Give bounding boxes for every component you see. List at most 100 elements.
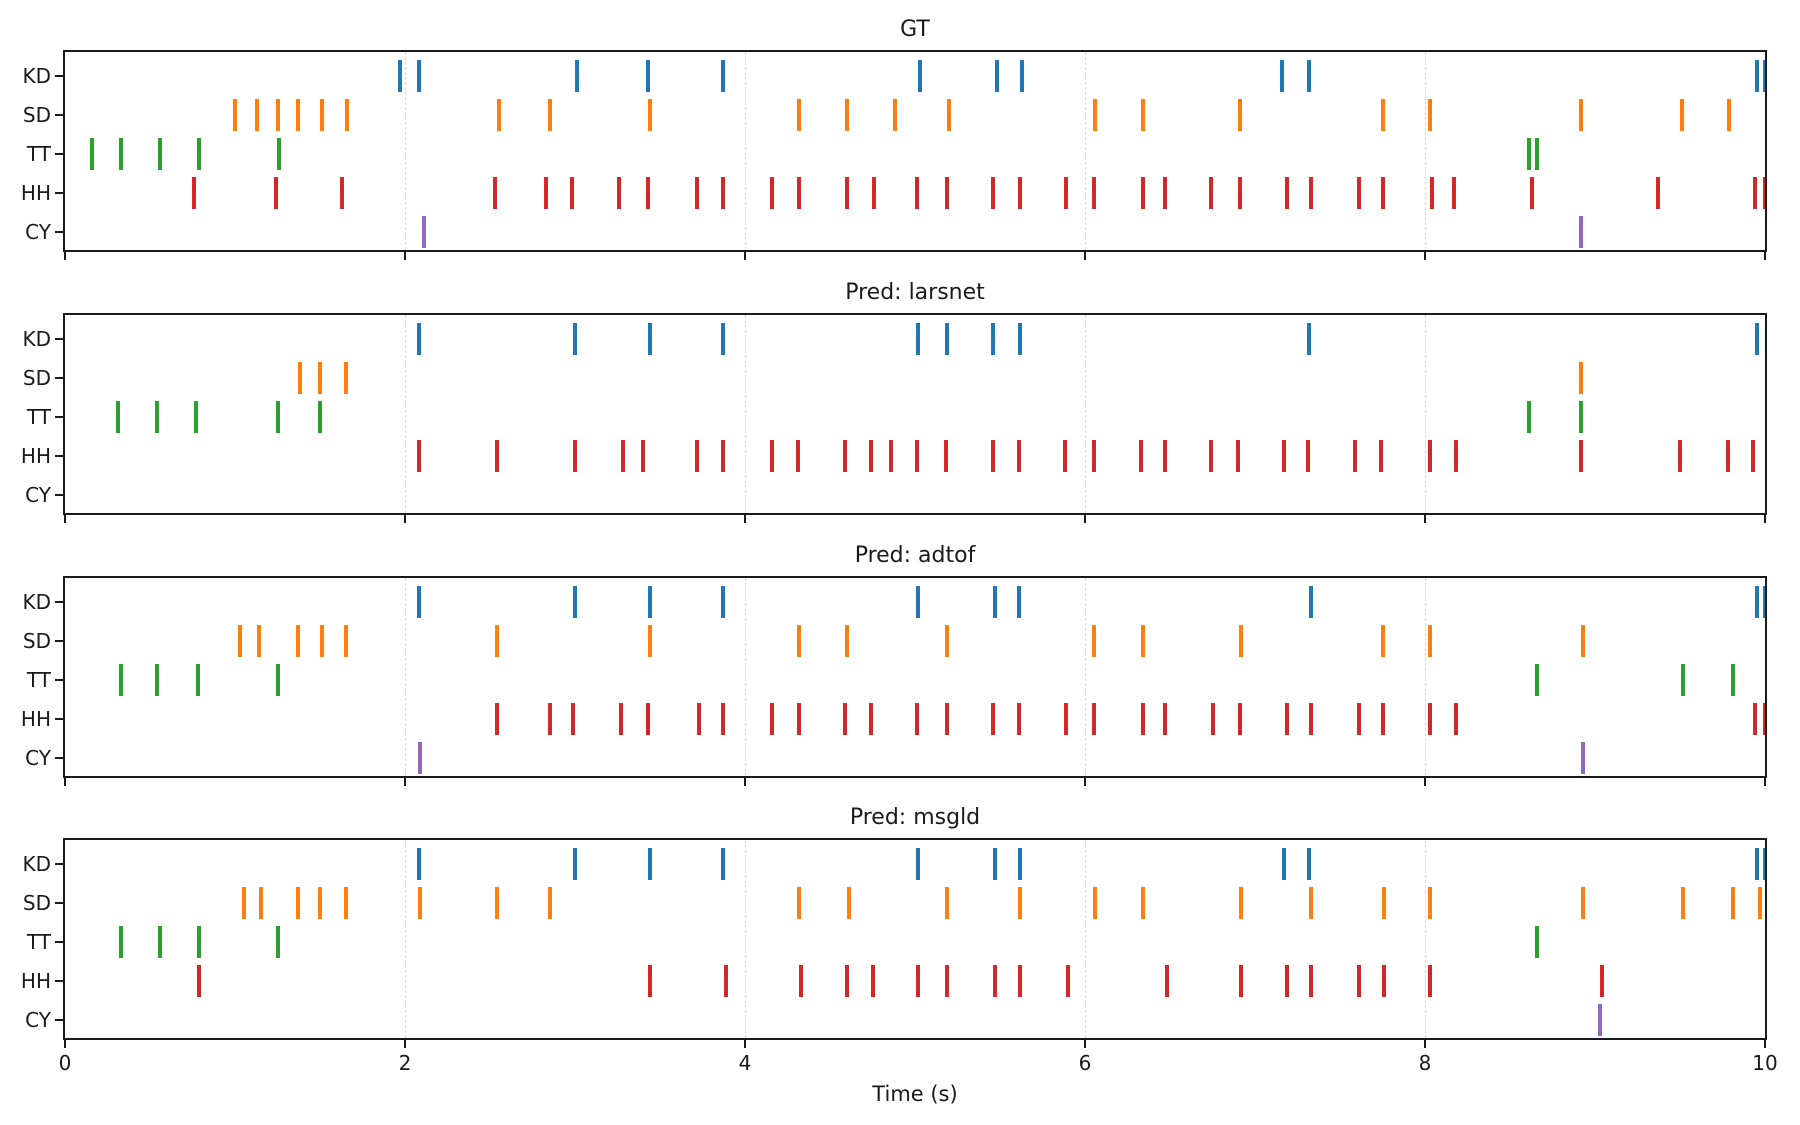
event-mark-hh <box>1428 703 1433 735</box>
event-mark-kd <box>992 586 997 618</box>
event-mark-hh <box>1237 703 1242 735</box>
event-mark-hh <box>797 703 802 735</box>
event-mark-kd <box>992 848 997 880</box>
event-mark-tt <box>197 138 202 170</box>
event-mark-sd <box>1140 887 1145 919</box>
event-mark-hh <box>1309 965 1314 997</box>
event-mark-hh <box>1752 177 1757 209</box>
event-mark-hh <box>868 703 873 735</box>
event-mark-hh <box>845 965 849 997</box>
y-tick-label-hh: HH <box>20 181 51 205</box>
x-tick <box>1424 778 1426 786</box>
x-tick-label-2: 2 <box>398 1051 412 1075</box>
y-tick-label-hh: HH <box>20 969 51 993</box>
event-mark-cy <box>1581 742 1586 774</box>
event-mark-sd <box>295 887 300 919</box>
x-tick <box>1084 515 1086 523</box>
event-mark-sd <box>319 625 324 657</box>
event-mark-hh <box>1285 965 1290 997</box>
event-mark-tt <box>158 926 163 958</box>
event-mark-tt <box>1535 138 1540 170</box>
event-mark-hh <box>647 965 652 997</box>
event-mark-sd <box>1380 625 1385 657</box>
event-mark-hh <box>1751 440 1756 472</box>
event-mark-kd <box>991 323 996 355</box>
event-mark-sd <box>1428 625 1433 657</box>
event-mark-sd <box>1679 99 1684 131</box>
x-tick <box>404 1040 406 1048</box>
event-mark-sd <box>496 99 501 131</box>
event-mark-hh <box>1356 703 1361 735</box>
y-tick <box>55 640 63 642</box>
y-tick-label-sd: SD <box>22 366 51 390</box>
event-mark-hh <box>720 177 725 209</box>
event-mark-hh <box>1208 177 1213 209</box>
event-mark-sd <box>845 625 849 657</box>
event-mark-kd <box>1018 323 1023 355</box>
event-mark-tt <box>275 401 280 433</box>
event-mark-hh <box>889 440 894 472</box>
gridline-t8 <box>1425 315 1426 513</box>
y-tick-label-sd: SD <box>22 891 51 915</box>
event-mark-sd <box>1091 625 1096 657</box>
event-mark-hh <box>770 703 775 735</box>
event-mark-hh <box>1140 177 1145 209</box>
event-mark-tt <box>1681 664 1686 696</box>
event-mark-hh <box>720 440 725 472</box>
event-mark-sd <box>797 99 802 131</box>
x-tick <box>744 778 746 786</box>
gridline-t4 <box>745 52 746 250</box>
event-mark-hh <box>1356 965 1361 997</box>
event-mark-sd <box>892 99 897 131</box>
y-tick <box>55 601 63 603</box>
event-mark-tt <box>119 926 124 958</box>
event-mark-hh <box>797 177 802 209</box>
event-mark-tt <box>318 401 322 433</box>
event-mark-hh <box>1285 177 1290 209</box>
event-mark-kd <box>1307 323 1312 355</box>
gridline-t8 <box>1425 578 1426 776</box>
event-mark-hh <box>494 703 499 735</box>
event-mark-hh <box>945 177 950 209</box>
event-mark-sd <box>1239 887 1244 919</box>
event-mark-hh <box>1208 440 1213 472</box>
event-mark-kd <box>574 60 579 92</box>
event-mark-kd <box>1763 60 1765 92</box>
event-mark-sd <box>1757 887 1762 919</box>
event-mark-hh <box>1285 703 1290 735</box>
y-tick <box>55 494 63 496</box>
y-tick <box>55 1019 63 1021</box>
x-tick <box>1764 515 1766 523</box>
event-mark-kd <box>1281 848 1286 880</box>
event-mark-sd <box>846 887 851 919</box>
y-tick <box>55 377 63 379</box>
event-mark-sd <box>797 887 802 919</box>
subplot-axes-msgld <box>63 838 1767 1040</box>
event-mark-hh <box>1655 177 1660 209</box>
event-mark-hh <box>1139 440 1144 472</box>
x-tick <box>64 515 66 523</box>
y-tick <box>55 679 63 681</box>
event-mark-tt <box>275 926 280 958</box>
event-mark-kd <box>1763 848 1765 880</box>
event-mark-kd <box>1016 586 1021 618</box>
event-mark-hh <box>1380 177 1385 209</box>
event-mark-cy <box>1579 216 1584 248</box>
event-mark-sd <box>1581 887 1586 919</box>
event-mark-kd <box>916 323 921 355</box>
event-mark-hh <box>1752 703 1757 735</box>
event-mark-hh <box>1380 703 1385 735</box>
event-mark-hh <box>1353 440 1358 472</box>
event-mark-sd <box>1581 625 1586 657</box>
event-mark-hh <box>1062 440 1067 472</box>
event-mark-hh <box>1579 440 1584 472</box>
event-mark-hh <box>870 965 875 997</box>
event-mark-kd <box>1020 60 1025 92</box>
event-mark-hh <box>1018 965 1023 997</box>
event-mark-hh <box>1091 177 1096 209</box>
event-mark-hh <box>992 965 997 997</box>
gridline-t4 <box>745 840 746 1038</box>
y-tick <box>55 192 63 194</box>
event-mark-sd <box>797 625 802 657</box>
event-mark-hh <box>493 177 498 209</box>
